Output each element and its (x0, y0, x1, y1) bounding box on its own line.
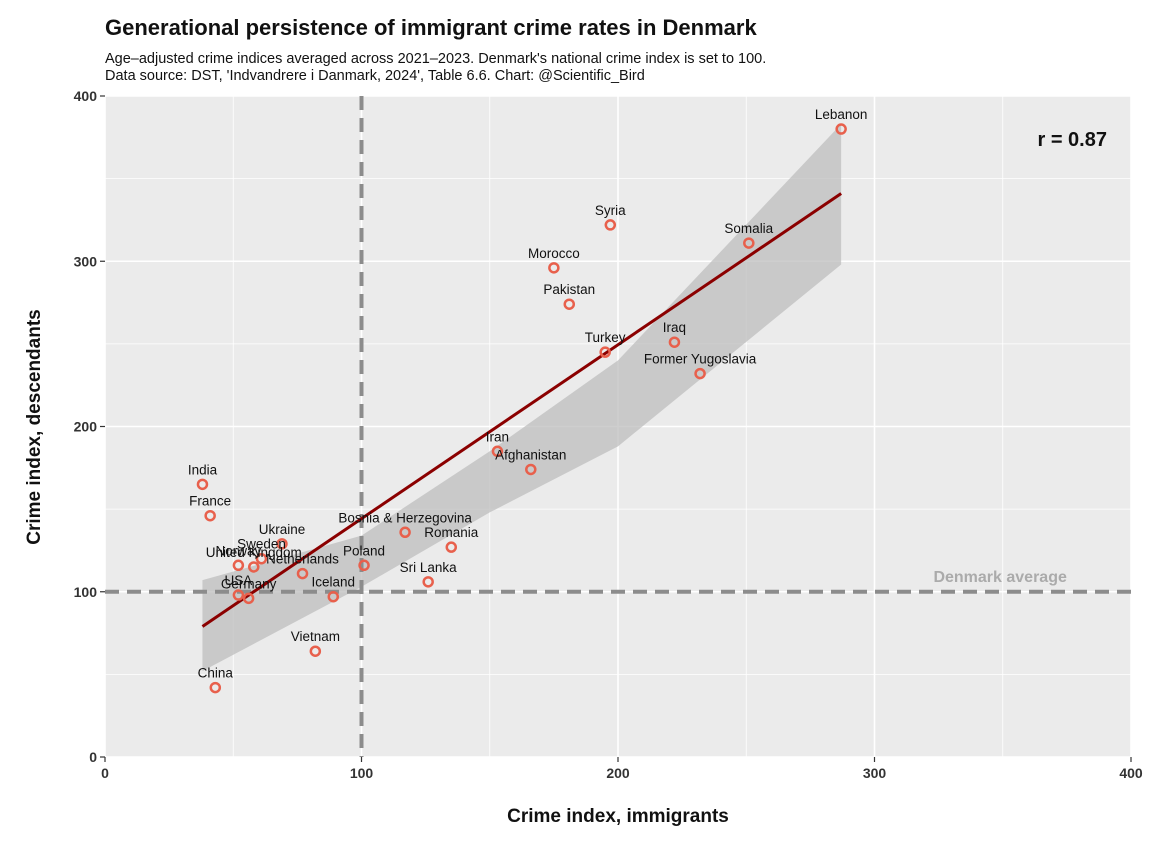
chart-subtitle: Age–adjusted crime indices averaged acro… (105, 51, 766, 85)
x-tick-label: 200 (606, 765, 630, 781)
regression-line (201, 192, 842, 628)
data-points (196, 123, 847, 694)
point-label: Norway (215, 543, 261, 558)
point-label: Turkey (585, 330, 626, 345)
reference-lines (105, 96, 1131, 757)
point-label: Ukraine (259, 522, 306, 537)
x-axis-label: Crime index, immigrants (507, 806, 729, 827)
data-point (358, 559, 370, 572)
point-label: Romania (424, 525, 479, 540)
data-point (563, 298, 576, 310)
data-point (296, 567, 309, 580)
point-label: USA (224, 573, 252, 588)
point-label: Morocco (528, 246, 580, 261)
point-label: Netherlands (266, 552, 339, 567)
point-label: Bosnia & Herzegovina (338, 510, 472, 525)
data-point (309, 645, 322, 657)
y-tick-label: 0 (89, 749, 97, 765)
data-point (422, 576, 434, 588)
point-label: Vietnam (291, 629, 340, 644)
point-label: Poland (343, 543, 385, 558)
data-point (196, 478, 209, 491)
reference-line-label: Denmark average (933, 569, 1067, 586)
data-point (327, 590, 340, 603)
point-label: Sri Lanka (400, 560, 458, 575)
point-label: India (188, 462, 218, 477)
x-tick-label: 100 (350, 765, 374, 781)
fit-line-layer (201, 192, 842, 628)
point-label: Lebanon (815, 107, 868, 122)
data-point (835, 123, 847, 135)
point-labels: Lebanon Syria Somalia Morocco Pakistan Iraq Tu… (188, 107, 868, 681)
x-tick-label: 400 (1119, 765, 1143, 781)
point-label: Syria (595, 203, 626, 218)
data-point (599, 346, 611, 358)
axes: 0 100 200 300 400 0 100 200 300 400 (74, 88, 1143, 781)
data-point (255, 552, 268, 565)
point-label: United Kingdom (206, 545, 302, 560)
data-point (445, 541, 458, 553)
y-axis-label: Crime index, descendants (24, 309, 45, 545)
data-point (399, 526, 411, 539)
y-tick-label: 400 (74, 88, 98, 104)
point-label: Iraq (663, 320, 686, 335)
y-tick-label: 100 (74, 584, 98, 600)
data-point (204, 509, 216, 522)
point-label: Iceland (312, 575, 356, 590)
y-tick-label: 200 (74, 419, 98, 435)
data-point (668, 336, 681, 348)
point-label: China (198, 666, 234, 681)
data-point (242, 592, 255, 605)
data-point (743, 237, 755, 249)
point-label: France (189, 494, 231, 509)
subtitle-line-2: Data source: DST, 'Indvandrere i Danmark… (105, 68, 645, 84)
data-point (548, 262, 560, 274)
confidence-band-layer (202, 124, 842, 672)
y-tick-label: 300 (74, 253, 98, 269)
x-tick-label: 300 (863, 765, 887, 781)
data-point (209, 681, 222, 694)
data-point (491, 445, 504, 458)
point-label: Former Yugoslavia (644, 352, 757, 367)
x-tick-label: 0 (101, 765, 109, 781)
point-label: Somalia (724, 221, 773, 236)
point-label: Pakistan (543, 282, 595, 297)
data-point (525, 463, 537, 476)
correlation-annotation: r = 0.87 (1037, 129, 1107, 151)
point-label: Sweden (237, 537, 286, 552)
data-point (604, 219, 617, 231)
confidence-band (202, 124, 842, 672)
point-label: Germany (221, 576, 277, 591)
point-label: Iran (486, 429, 509, 444)
data-point (232, 589, 245, 601)
data-point (694, 367, 706, 380)
data-point (232, 559, 245, 572)
subtitle-line-1: Age–adjusted crime indices averaged acro… (105, 51, 767, 67)
chart-title: Generational persistence of immigrant cr… (105, 15, 757, 40)
data-point (248, 561, 260, 573)
data-point (276, 538, 288, 550)
point-label: Afghanistan (495, 447, 566, 462)
